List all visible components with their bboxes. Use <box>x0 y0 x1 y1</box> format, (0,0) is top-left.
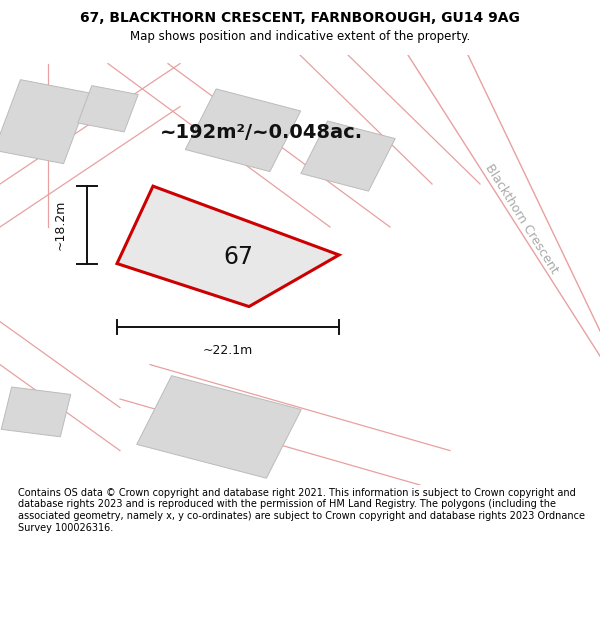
Text: 67: 67 <box>223 245 253 269</box>
Text: Map shows position and indicative extent of the property.: Map shows position and indicative extent… <box>130 30 470 43</box>
Text: Contains OS data © Crown copyright and database right 2021. This information is : Contains OS data © Crown copyright and d… <box>18 488 585 532</box>
Polygon shape <box>0 79 90 164</box>
Text: 67, BLACKTHORN CRESCENT, FARNBOROUGH, GU14 9AG: 67, BLACKTHORN CRESCENT, FARNBOROUGH, GU… <box>80 11 520 25</box>
Text: ~22.1m: ~22.1m <box>203 344 253 357</box>
Text: ~18.2m: ~18.2m <box>53 199 67 250</box>
Polygon shape <box>137 376 301 478</box>
Polygon shape <box>1 387 71 437</box>
Polygon shape <box>78 86 138 132</box>
Polygon shape <box>301 121 395 191</box>
Text: Blackthorn Crescent: Blackthorn Crescent <box>483 161 561 276</box>
Polygon shape <box>117 186 339 306</box>
Polygon shape <box>185 89 301 172</box>
Text: ~192m²/~0.048ac.: ~192m²/~0.048ac. <box>160 123 362 142</box>
